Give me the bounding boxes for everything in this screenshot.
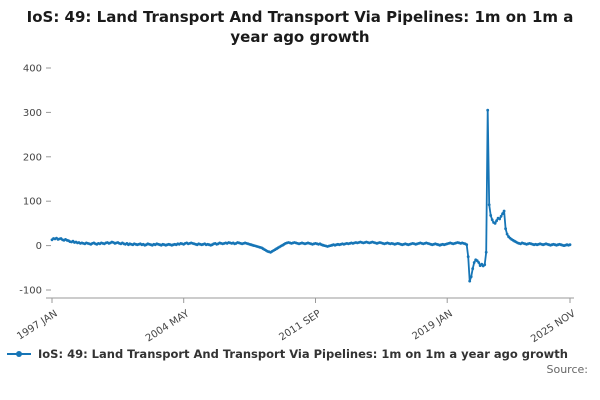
line-chart: -100 0 100 200 300 400 1997 JAN 2004 MAY 2011 SE… bbox=[15, 64, 578, 346]
x-tick-label: 1997 JAN bbox=[15, 308, 59, 342]
data-point bbox=[471, 267, 475, 271]
data-point bbox=[505, 232, 509, 236]
y-tick-label: 100 bbox=[23, 197, 42, 208]
legend-line-marker-icon bbox=[7, 351, 31, 357]
data-point bbox=[490, 218, 494, 222]
data-point bbox=[472, 261, 476, 264]
legend: IoS: 49: Land Transport And Transport Vi… bbox=[0, 345, 600, 361]
data-point bbox=[499, 214, 503, 218]
data-point bbox=[466, 255, 470, 259]
legend-label: IoS: 49: Land Transport And Transport Vi… bbox=[38, 347, 568, 361]
data-point bbox=[465, 243, 469, 247]
data-point bbox=[486, 108, 490, 112]
data-point bbox=[504, 227, 507, 231]
data-point bbox=[477, 261, 481, 264]
data-point bbox=[495, 219, 498, 223]
data-point bbox=[493, 222, 497, 225]
data-point bbox=[489, 214, 493, 217]
y-tick-label: 0 bbox=[36, 241, 42, 252]
chart-page: IoS: 49: Land Transport And Transport Vi… bbox=[0, 8, 600, 400]
data-point bbox=[483, 263, 487, 267]
x-tick-label: 2025 NOV bbox=[529, 308, 578, 345]
x-tick-label: 2019 JAN bbox=[410, 308, 454, 342]
x-tick-label: 2004 MAY bbox=[144, 308, 192, 345]
data-point bbox=[498, 217, 501, 221]
data-point bbox=[568, 243, 572, 247]
y-tick-label: 200 bbox=[23, 152, 42, 163]
y-tick-label: -100 bbox=[19, 286, 42, 297]
y-tick-label: 400 bbox=[23, 64, 42, 75]
data-point bbox=[484, 250, 488, 254]
source-label: Source: bbox=[546, 363, 589, 376]
chart-title: IoS: 49: Land Transport And Transport Vi… bbox=[26, 8, 574, 46]
data-point bbox=[487, 203, 491, 207]
y-tick-label: 300 bbox=[23, 108, 42, 119]
x-tick-label: 2011 SEP bbox=[277, 308, 323, 343]
data-point bbox=[501, 212, 504, 216]
data-point bbox=[468, 279, 472, 283]
data-point bbox=[469, 275, 473, 279]
data-point bbox=[502, 209, 506, 213]
data-line bbox=[51, 109, 571, 283]
